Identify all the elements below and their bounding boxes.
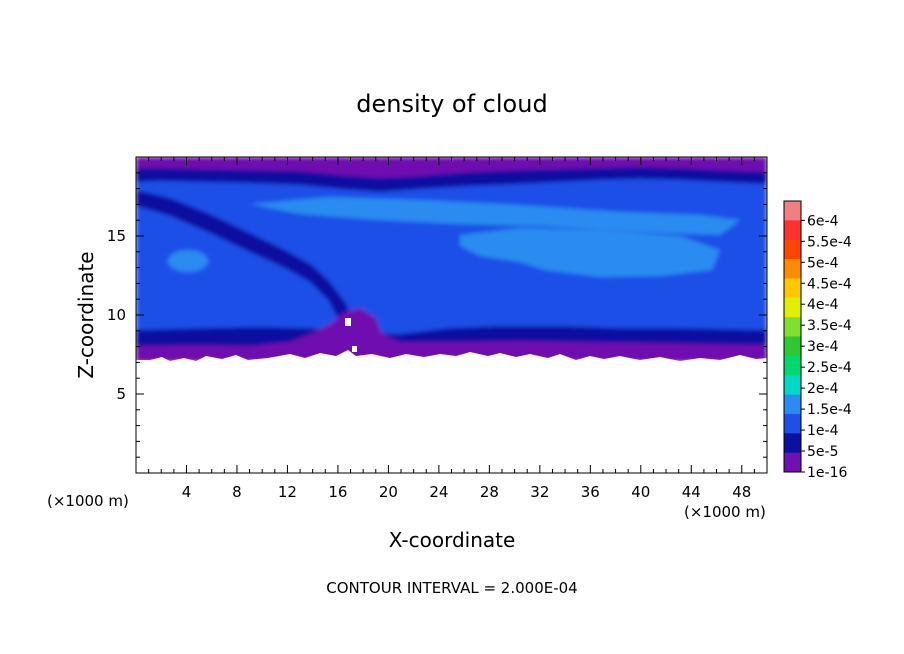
x-tick-label: 16 bbox=[328, 483, 347, 501]
x-ticks: 4 8 12 16 20 24 28 32 36 40 44 48 bbox=[148, 157, 755, 501]
colorbar-swatch bbox=[784, 452, 801, 473]
x-unit-right: (×1000 m) bbox=[684, 503, 766, 521]
colorbar-label: 1e-4 bbox=[807, 423, 839, 439]
colorbar-label: 5e-4 bbox=[807, 255, 839, 271]
y-tick-label: 10 bbox=[107, 306, 126, 324]
colorbar-label: 1e-16 bbox=[807, 465, 847, 481]
colorbar-swatch bbox=[784, 220, 801, 241]
x-tick-label: 32 bbox=[530, 483, 549, 501]
colorbar-label: 6e-4 bbox=[807, 213, 839, 229]
x-tick-label: 28 bbox=[480, 483, 499, 501]
x-axis-label: X-coordinate bbox=[389, 528, 516, 552]
colorbar-swatch bbox=[784, 336, 801, 357]
field-clear-patch bbox=[352, 346, 357, 352]
x-tick-label: 36 bbox=[581, 483, 600, 501]
x-tick-label: 8 bbox=[232, 483, 242, 501]
colorbar-swatch bbox=[784, 317, 801, 337]
colorbar-swatch bbox=[784, 375, 801, 396]
colorbar-swatch bbox=[784, 201, 801, 221]
field-dark-streak bbox=[136, 190, 360, 342]
field-cloud-base-edge bbox=[136, 350, 767, 473]
density-field bbox=[136, 157, 767, 473]
x-tick-label: 24 bbox=[429, 483, 448, 501]
colorbar-swatch bbox=[784, 259, 801, 279]
y-tick-label: 5 bbox=[116, 385, 126, 403]
colorbar-label: 2e-4 bbox=[807, 381, 839, 397]
chart-title: density of cloud bbox=[356, 90, 547, 118]
colorbar-swatch bbox=[784, 394, 801, 415]
colorbar-label: 3.5e-4 bbox=[807, 318, 852, 334]
field-base-layer bbox=[136, 308, 767, 362]
field-light-blob-right bbox=[460, 228, 720, 277]
colorbar-label: 4e-4 bbox=[807, 297, 839, 313]
x-tick-label: 4 bbox=[182, 483, 192, 501]
field-top-layer bbox=[136, 157, 767, 178]
colorbar-swatch bbox=[784, 413, 801, 434]
y-tick-label: 15 bbox=[107, 227, 126, 245]
colorbar-label: 5e-5 bbox=[807, 444, 838, 460]
field-light-band-upper bbox=[250, 197, 740, 235]
colorbar: 6e-4 5.5e-4 5e-4 4.5e-4 4e-4 3.5e-4 3e-4 2.5e-4… bbox=[783, 200, 852, 481]
x-unit-left: (×1000 m) bbox=[47, 492, 129, 510]
colorbar-label: 5.5e-4 bbox=[807, 234, 852, 250]
field-light-blob-left bbox=[168, 250, 208, 272]
x-tick-label: 44 bbox=[682, 483, 701, 501]
colorbar-swatch bbox=[784, 297, 801, 318]
colorbar-label: 2.5e-4 bbox=[807, 360, 852, 376]
colorbar-label: 1.5e-4 bbox=[807, 402, 852, 418]
colorbar-swatch bbox=[784, 239, 801, 260]
colorbar-label: 3e-4 bbox=[807, 339, 839, 355]
x-tick-label: 40 bbox=[631, 483, 650, 501]
field-clear-patch bbox=[345, 318, 351, 326]
colorbar-frame bbox=[783, 200, 802, 473]
x-tick-label: 20 bbox=[379, 483, 398, 501]
field-top-dark-band bbox=[136, 167, 767, 192]
x-tick-label: 12 bbox=[278, 483, 297, 501]
colorbar-swatch bbox=[784, 433, 801, 454]
y-axis-label: Z-coordinate bbox=[74, 251, 98, 378]
colorbar-swatch bbox=[784, 355, 801, 376]
contour-interval-note: CONTOUR INTERVAL = 2.000E-04 bbox=[326, 579, 577, 597]
colorbar-label: 4.5e-4 bbox=[807, 276, 852, 292]
x-tick-label: 48 bbox=[732, 483, 751, 501]
y-ticks: 5 10 15 bbox=[107, 172, 767, 458]
colorbar-swatch bbox=[784, 278, 801, 299]
